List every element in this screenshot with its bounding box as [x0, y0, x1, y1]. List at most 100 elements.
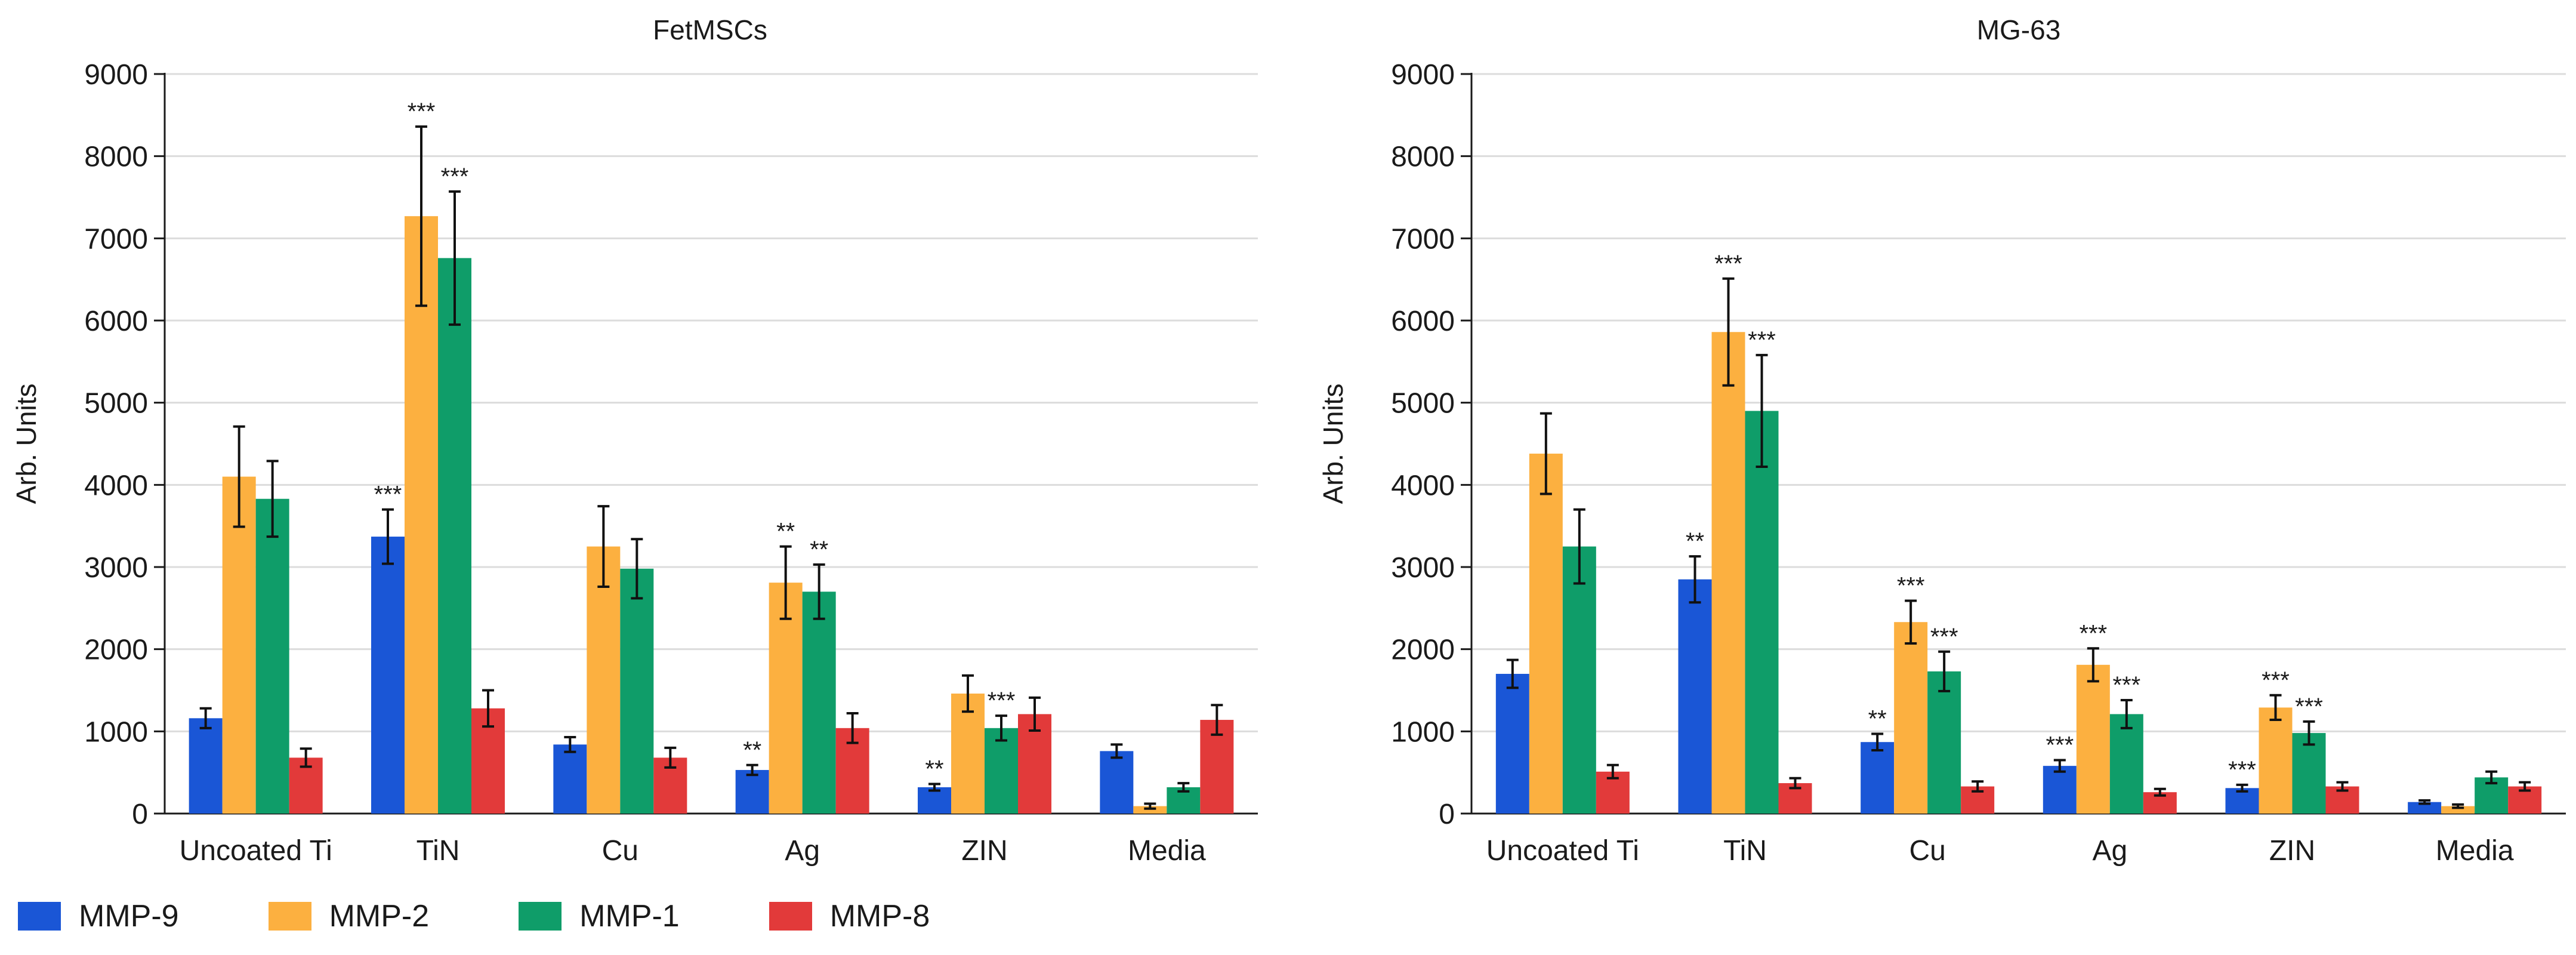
- bar-mmp-2-media: [2441, 806, 2475, 814]
- bar-mmp-2-tin: [1711, 332, 1745, 814]
- bar-mmp-2-uncoated-ti: [1529, 454, 1563, 814]
- bar-mmp-2-ag: [2076, 664, 2110, 814]
- bar-mmp-1-cu: [620, 568, 654, 814]
- y-tick-label: 5000: [1391, 388, 1455, 420]
- bar-mmp-2-uncoated-ti: [222, 476, 256, 814]
- bar-mmp-9-cu: [553, 744, 587, 814]
- significance-label: **: [1868, 706, 1887, 732]
- chart-title: FetMSCs: [653, 14, 767, 45]
- bar-mmp-1-cu: [1927, 671, 1961, 814]
- y-tick-label: 1000: [1391, 716, 1455, 748]
- y-tick-label: 0: [1439, 799, 1455, 830]
- y-tick-label: 8000: [1391, 141, 1455, 173]
- y-tick-label: 6000: [84, 306, 148, 337]
- y-tick-label: 9000: [84, 59, 148, 91]
- bar-mmp-9-media: [1100, 751, 1134, 814]
- significance-label: ***: [2112, 672, 2140, 698]
- y-tick-label: 1000: [84, 716, 148, 748]
- x-tick-label-tin: TiN: [1723, 835, 1767, 867]
- significance-label: ***: [408, 98, 436, 125]
- x-tick-label-cu: Cu: [602, 835, 638, 867]
- legend-swatch-mmp1: [519, 902, 562, 931]
- significance-label: ***: [441, 164, 469, 190]
- legend-swatch-mmp8: [769, 902, 812, 931]
- x-tick-label-uncoated-ti: Uncoated Ti: [1486, 835, 1639, 867]
- x-tick-label-ag: Ag: [2092, 835, 2127, 867]
- x-tick-label-zin: ZIN: [961, 835, 1007, 867]
- bar-mmp-2-zin: [951, 694, 985, 814]
- y-axis-label: Arb. Units: [1318, 384, 1349, 504]
- bar-mmp-1-zin: [2292, 733, 2326, 814]
- significance-label: ***: [1930, 624, 1958, 650]
- significance-label: ***: [2228, 757, 2256, 783]
- significance-label: ***: [374, 482, 402, 508]
- legend: MMP-9 MMP-2 MMP-1 MMP-8: [18, 898, 1019, 934]
- y-tick-label: 2000: [84, 634, 148, 666]
- y-tick-label: 3000: [1391, 552, 1455, 584]
- bar-mmp-2-tin: [405, 216, 438, 814]
- x-tick-label-ag: Ag: [785, 835, 820, 867]
- bar-mmp-2-ag: [769, 583, 803, 814]
- bar-mmp-9-uncoated-ti: [1495, 673, 1529, 814]
- bar-mmp-1-tin: [1745, 411, 1779, 814]
- significance-label: **: [1686, 528, 1704, 554]
- legend-item-mmp9: MMP-9: [18, 898, 179, 934]
- legend-item-mmp2: MMP-2: [268, 898, 429, 934]
- significance-label: ***: [988, 688, 1016, 714]
- x-tick-label-cu: Cu: [1909, 835, 1945, 867]
- y-tick-label: 4000: [1391, 470, 1455, 501]
- bar-mmp-1-uncoated-ti: [255, 498, 289, 814]
- legend-item-mmp1: MMP-1: [519, 898, 680, 934]
- x-tick-label-uncoated-ti: Uncoated Ti: [180, 835, 332, 867]
- y-tick-label: 0: [132, 799, 148, 830]
- legend-swatch-mmp2: [268, 902, 311, 931]
- y-tick-label: 7000: [84, 223, 148, 255]
- y-tick-label: 6000: [1391, 306, 1455, 337]
- bar-mmp-2-zin: [2259, 707, 2293, 814]
- y-tick-label: 3000: [84, 552, 148, 584]
- x-tick-label-tin: TiN: [417, 835, 460, 867]
- bar-mmp-1-ag: [802, 592, 836, 814]
- bar-mmp-1-zin: [985, 728, 1018, 814]
- bar-mmp-9-uncoated-ti: [189, 718, 223, 814]
- significance-label: **: [776, 519, 795, 545]
- chart-title: MG-63: [1977, 14, 2061, 45]
- bar-mmp-9-cu: [1861, 742, 1895, 814]
- x-tick-label-zin: ZIN: [2269, 835, 2315, 867]
- bar-mmp-9-media: [2408, 802, 2442, 814]
- significance-label: ***: [1714, 251, 1742, 277]
- bar-mmp-2-cu: [587, 546, 621, 814]
- significance-label: ***: [1897, 572, 1925, 599]
- bar-mmp-9-tin: [1678, 579, 1712, 814]
- significance-label: ***: [2262, 667, 2290, 694]
- y-tick-label: 9000: [1391, 59, 1455, 91]
- y-tick-label: 4000: [84, 470, 148, 501]
- y-tick-label: 2000: [1391, 634, 1455, 666]
- bar-mmp-1-ag: [2109, 714, 2143, 814]
- significance-label: ***: [2295, 694, 2323, 720]
- bar-mmp-9-ag: [2043, 766, 2077, 814]
- x-tick-label-media: Media: [1128, 835, 1206, 867]
- significance-label: ***: [2046, 732, 2074, 759]
- y-tick-label: 5000: [84, 388, 148, 420]
- x-tick-label-media: Media: [2436, 835, 2514, 867]
- legend-label-mmp8: MMP-8: [829, 899, 930, 934]
- significance-label: **: [925, 756, 943, 782]
- bar-mmp-9-ag: [735, 770, 769, 814]
- y-tick-label: 8000: [84, 141, 148, 173]
- legend-label-mmp9: MMP-9: [79, 899, 179, 934]
- y-axis-label: Arb. Units: [11, 384, 42, 504]
- bar-mmp-1-uncoated-ti: [1562, 546, 1596, 814]
- legend-label-mmp1: MMP-1: [579, 899, 680, 934]
- bar-mmp-2-cu: [1894, 622, 1928, 814]
- bar-mmp-9-tin: [371, 537, 405, 814]
- significance-label: **: [810, 537, 828, 563]
- legend-swatch-mmp9: [18, 902, 61, 931]
- chart-panel-fetmscs: FetMSCs Arb. Units 0 1000 2000 3000 4000 5000 60…: [11, 14, 1258, 867]
- significance-label: ***: [2079, 620, 2107, 646]
- bar-mmp-2-media: [1133, 806, 1167, 814]
- chart-panel-mg63: MG-63 Arb. Units 0 1000 2000 3000 4000 5000 6000…: [1318, 14, 2566, 867]
- y-tick-label: 7000: [1391, 223, 1455, 255]
- bar-mmp-1-tin: [438, 258, 471, 814]
